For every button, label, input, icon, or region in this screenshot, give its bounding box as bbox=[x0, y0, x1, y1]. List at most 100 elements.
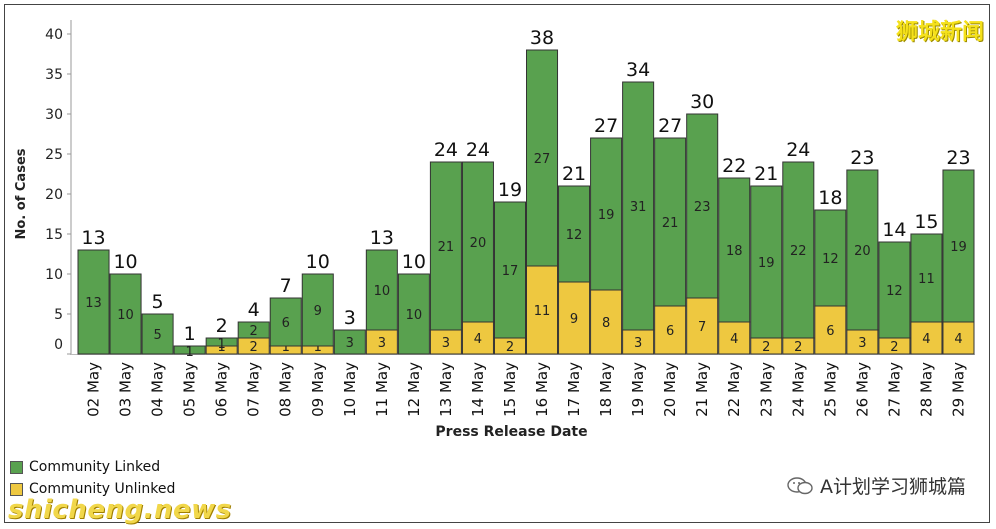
x-tick-label: 17 May bbox=[565, 362, 583, 417]
x-tick-label: 23 May bbox=[757, 362, 775, 417]
bar-linked bbox=[558, 185, 591, 283]
total-label: 14 bbox=[882, 219, 906, 241]
label-unlinked: 1 bbox=[218, 340, 226, 355]
label-linked: 17 bbox=[502, 264, 519, 279]
total-label: 18 bbox=[818, 187, 842, 209]
label-linked: 22 bbox=[790, 244, 807, 259]
label-unlinked: 7 bbox=[698, 320, 706, 335]
x-tick-label: 15 May bbox=[501, 362, 519, 417]
label-unlinked: 3 bbox=[634, 336, 642, 351]
bar-unlinked bbox=[846, 329, 879, 355]
x-tick-label: 14 May bbox=[469, 362, 487, 417]
label-unlinked: 3 bbox=[442, 336, 450, 351]
total-label: 5 bbox=[152, 291, 164, 313]
bar-linked bbox=[493, 201, 527, 339]
total-label: 27 bbox=[658, 115, 682, 137]
total-label: 21 bbox=[754, 163, 778, 185]
label-linked: 10 bbox=[374, 284, 391, 299]
x-tick-label: 07 May bbox=[245, 362, 263, 417]
total-label: 10 bbox=[306, 251, 330, 273]
label-linked: 1 bbox=[218, 337, 226, 352]
legend-swatch-unlinked bbox=[10, 482, 23, 496]
watermark-top-right: 狮城新闻 bbox=[895, 19, 984, 45]
wechat-icon bbox=[787, 476, 813, 494]
x-tick-label: 18 May bbox=[597, 362, 615, 417]
x-tick-label: 03 May bbox=[117, 362, 135, 417]
legend-item-unlinked: Community Unlinked bbox=[10, 478, 175, 500]
total-label: 13 bbox=[370, 227, 394, 249]
bar-linked bbox=[77, 249, 110, 355]
label-linked: 5 bbox=[153, 328, 161, 343]
bar-linked bbox=[750, 185, 783, 339]
y-axis-title: No. of Cases bbox=[14, 148, 29, 239]
total-label: 24 bbox=[786, 139, 810, 161]
label-unlinked: 6 bbox=[666, 324, 674, 339]
total-label: 1 bbox=[184, 323, 196, 345]
bar-linked bbox=[686, 113, 719, 299]
x-tick-label: 21 May bbox=[693, 362, 711, 417]
x-tick-label: 10 May bbox=[341, 362, 359, 417]
bar-linked bbox=[205, 337, 238, 347]
bar-unlinked bbox=[558, 281, 591, 355]
x-tick-label: 02 May bbox=[85, 362, 103, 417]
label-unlinked: 4 bbox=[922, 332, 930, 347]
total-label: 3 bbox=[344, 307, 356, 329]
bar-unlinked bbox=[429, 329, 462, 355]
label-unlinked: 8 bbox=[602, 316, 610, 331]
label-linked: 19 bbox=[950, 240, 967, 255]
bar-unlinked bbox=[654, 305, 687, 355]
y-tick-label: 0 bbox=[54, 337, 63, 353]
total-label: 19 bbox=[498, 179, 522, 201]
label-unlinked: 11 bbox=[534, 304, 551, 319]
label-unlinked: 6 bbox=[826, 324, 834, 339]
label-linked: 2 bbox=[250, 324, 258, 339]
watermark-bottom-left: shicheng.news bbox=[8, 495, 232, 525]
legend-label-unlinked: Community Unlinked bbox=[29, 481, 176, 497]
wechat-account-name: A计划学习狮城篇 bbox=[820, 476, 966, 498]
label-unlinked: 9 bbox=[570, 312, 578, 327]
x-tick-label: 27 May bbox=[885, 362, 903, 417]
total-label: 27 bbox=[594, 115, 618, 137]
label-linked: 20 bbox=[854, 244, 871, 259]
x-tick-label: 09 May bbox=[309, 362, 327, 417]
total-label: 10 bbox=[113, 251, 137, 273]
label-linked: 23 bbox=[694, 200, 711, 215]
total-label: 13 bbox=[81, 227, 105, 249]
bar-linked bbox=[878, 241, 911, 339]
x-tick-label: 26 May bbox=[853, 362, 871, 417]
bar-linked bbox=[365, 249, 398, 331]
bar-linked bbox=[590, 137, 623, 291]
label-linked: 6 bbox=[282, 316, 290, 331]
label-linked: 10 bbox=[117, 308, 134, 323]
total-label: 22 bbox=[722, 155, 746, 177]
bar-linked bbox=[141, 313, 174, 355]
bar-unlinked bbox=[590, 289, 623, 355]
label-linked: 21 bbox=[438, 240, 455, 255]
y-tick-label: 35 bbox=[45, 67, 63, 83]
label-unlinked: 3 bbox=[858, 336, 866, 351]
label-linked: 3 bbox=[346, 336, 354, 351]
total-label: 7 bbox=[280, 275, 292, 297]
x-tick-label: 24 May bbox=[789, 362, 807, 417]
label-linked: 13 bbox=[85, 296, 102, 311]
bar-linked bbox=[429, 161, 462, 331]
x-tick-label: 11 May bbox=[373, 362, 391, 417]
label-linked: 11 bbox=[918, 272, 935, 287]
total-label: 23 bbox=[850, 147, 874, 169]
y-tick-label: 15 bbox=[45, 227, 63, 243]
bar-linked bbox=[526, 49, 559, 267]
label-linked: 20 bbox=[470, 236, 487, 251]
x-tick-label: 13 May bbox=[437, 362, 455, 417]
label-linked: 10 bbox=[406, 308, 423, 323]
legend-label-linked: Community Linked bbox=[29, 459, 161, 475]
label-unlinked: 1 bbox=[282, 340, 290, 355]
total-label: 2 bbox=[216, 315, 228, 337]
bar-linked bbox=[814, 209, 847, 307]
total-label: 24 bbox=[434, 139, 458, 161]
bar-linked bbox=[397, 273, 430, 355]
x-tick-label: 20 May bbox=[661, 362, 679, 417]
x-tick-label: 25 May bbox=[821, 362, 839, 417]
x-tick-label: 19 May bbox=[629, 362, 647, 417]
label-unlinked: 2 bbox=[762, 340, 770, 355]
label-unlinked: 1 bbox=[314, 340, 322, 355]
